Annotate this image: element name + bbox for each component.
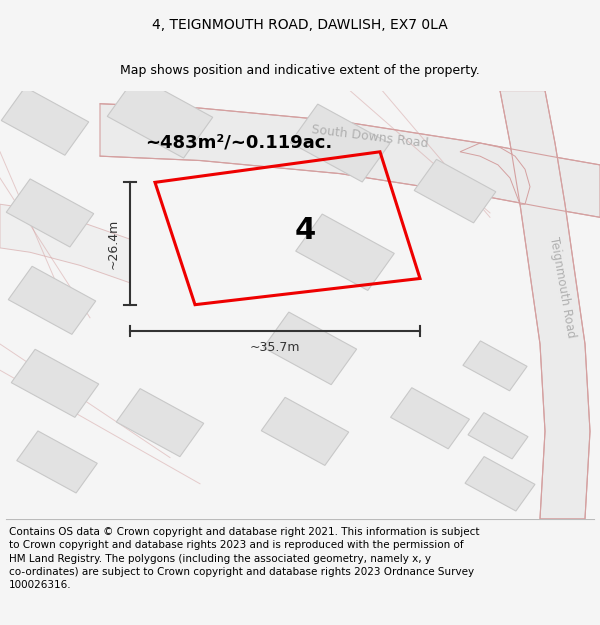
Polygon shape (414, 159, 496, 223)
Text: ~483m²/~0.119ac.: ~483m²/~0.119ac. (145, 134, 332, 152)
Polygon shape (468, 412, 528, 459)
Polygon shape (465, 457, 535, 511)
Polygon shape (17, 431, 97, 493)
Polygon shape (116, 389, 204, 457)
Polygon shape (391, 388, 469, 449)
Text: South Downs Road: South Downs Road (311, 123, 429, 151)
Polygon shape (460, 143, 530, 204)
Polygon shape (463, 341, 527, 391)
Polygon shape (107, 76, 213, 158)
Polygon shape (11, 349, 99, 418)
Polygon shape (261, 398, 349, 466)
Polygon shape (290, 104, 390, 182)
Text: Contains OS data © Crown copyright and database right 2021. This information is : Contains OS data © Crown copyright and d… (9, 528, 479, 590)
Polygon shape (296, 214, 394, 291)
Text: 4, TEIGNMOUTH ROAD, DAWLISH, EX7 0LA: 4, TEIGNMOUTH ROAD, DAWLISH, EX7 0LA (152, 18, 448, 32)
Polygon shape (1, 87, 89, 155)
Text: Teignmouth Road: Teignmouth Road (547, 236, 577, 339)
Polygon shape (6, 179, 94, 247)
Polygon shape (0, 204, 130, 283)
Polygon shape (8, 266, 96, 334)
Polygon shape (263, 312, 356, 384)
Polygon shape (100, 104, 600, 218)
Polygon shape (500, 91, 590, 519)
Text: ~26.4m: ~26.4m (107, 218, 120, 269)
Text: 4: 4 (295, 216, 316, 245)
Text: ~35.7m: ~35.7m (250, 341, 300, 354)
Text: Map shows position and indicative extent of the property.: Map shows position and indicative extent… (120, 64, 480, 77)
